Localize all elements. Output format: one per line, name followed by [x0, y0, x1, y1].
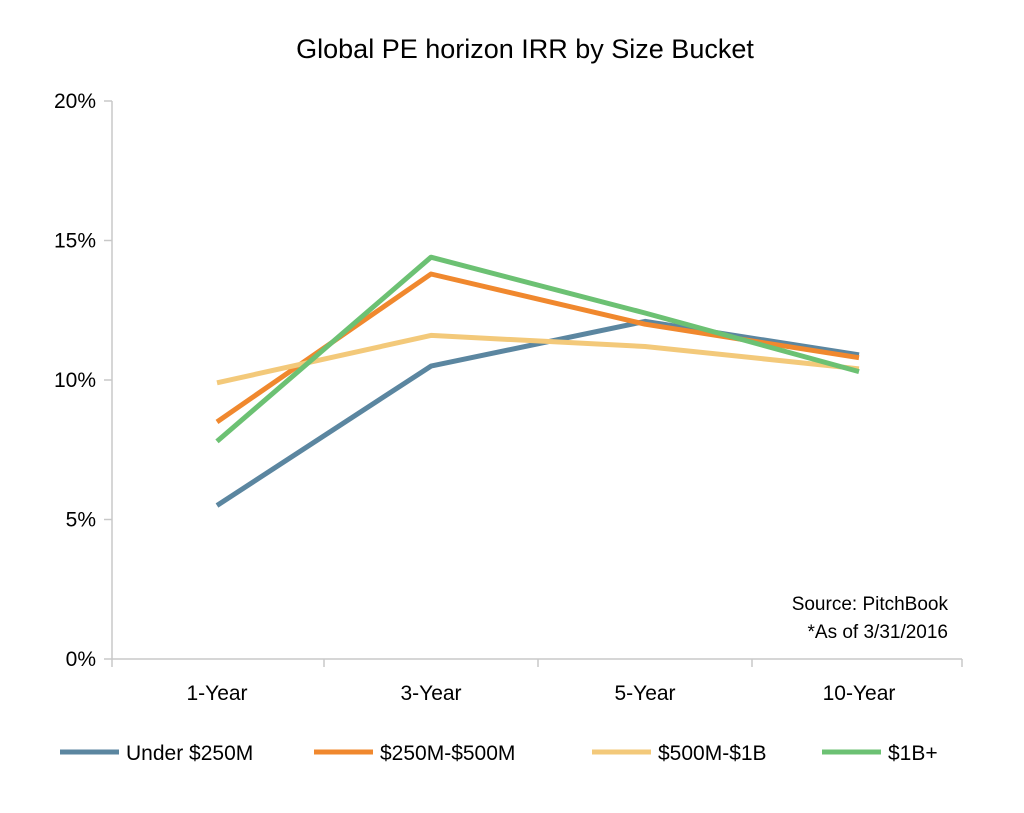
series-line-4 [215, 254, 860, 444]
legend-label: $250M-$500M [380, 742, 515, 765]
y-tick-label: 5% [66, 509, 96, 532]
source-note: Source: PitchBook [792, 594, 949, 615]
y-tick-label: 15% [54, 230, 96, 253]
series-line-1 [215, 318, 860, 508]
legend: Under $250M $250M-$500M $500M-$1B $1B+ [60, 742, 938, 765]
series-line-3 [216, 332, 860, 386]
series-line-2 [215, 271, 860, 424]
x-axis: 1-Year 3-Year 5-Year 10-Year [111, 659, 963, 705]
legend-label: $500M-$1B [658, 742, 767, 765]
y-tick-label: 10% [54, 369, 96, 392]
plot-area [215, 254, 860, 508]
y-tick-label: 20% [54, 90, 96, 113]
legend-label: Under $250M [126, 742, 253, 765]
x-tick-label: 10-Year [823, 682, 896, 705]
date-note: *As of 3/31/2016 [808, 622, 949, 643]
x-tick-label: 3-Year [400, 682, 461, 705]
x-tick-label: 5-Year [614, 682, 675, 705]
legend-label: $1B+ [888, 742, 938, 765]
chart-title: Global PE horizon IRR by Size Bucket [296, 34, 754, 64]
x-tick-label: 1-Year [186, 682, 247, 705]
y-axis: 0% 5% 10% 15% 20% [54, 90, 112, 671]
y-tick-label: 0% [66, 648, 96, 671]
